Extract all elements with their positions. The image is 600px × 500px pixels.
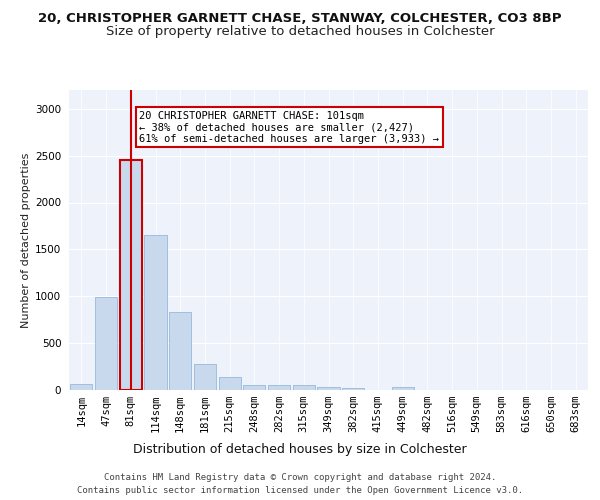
Bar [268,385,290,390]
Bar [342,388,364,390]
Text: Contains public sector information licensed under the Open Government Licence v3: Contains public sector information licen… [77,486,523,495]
Bar [392,386,414,390]
Bar [70,384,92,390]
Bar [317,387,340,390]
Bar [119,160,142,390]
Text: 20, CHRISTOPHER GARNETT CHASE, STANWAY, COLCHESTER, CO3 8BP: 20, CHRISTOPHER GARNETT CHASE, STANWAY, … [38,12,562,26]
Bar [95,297,117,390]
Text: Distribution of detached houses by size in Colchester: Distribution of detached houses by size … [133,442,467,456]
Bar [194,364,216,390]
Text: Contains HM Land Registry data © Crown copyright and database right 2024.: Contains HM Land Registry data © Crown c… [104,472,496,482]
Bar [243,385,265,390]
Text: 20 CHRISTOPHER GARNETT CHASE: 101sqm
← 38% of detached houses are smaller (2,427: 20 CHRISTOPHER GARNETT CHASE: 101sqm ← 3… [139,110,439,144]
Bar [293,385,315,390]
Text: Size of property relative to detached houses in Colchester: Size of property relative to detached ho… [106,25,494,38]
Bar [218,377,241,390]
Bar [145,236,167,390]
Y-axis label: Number of detached properties: Number of detached properties [21,152,31,328]
Bar [169,312,191,390]
